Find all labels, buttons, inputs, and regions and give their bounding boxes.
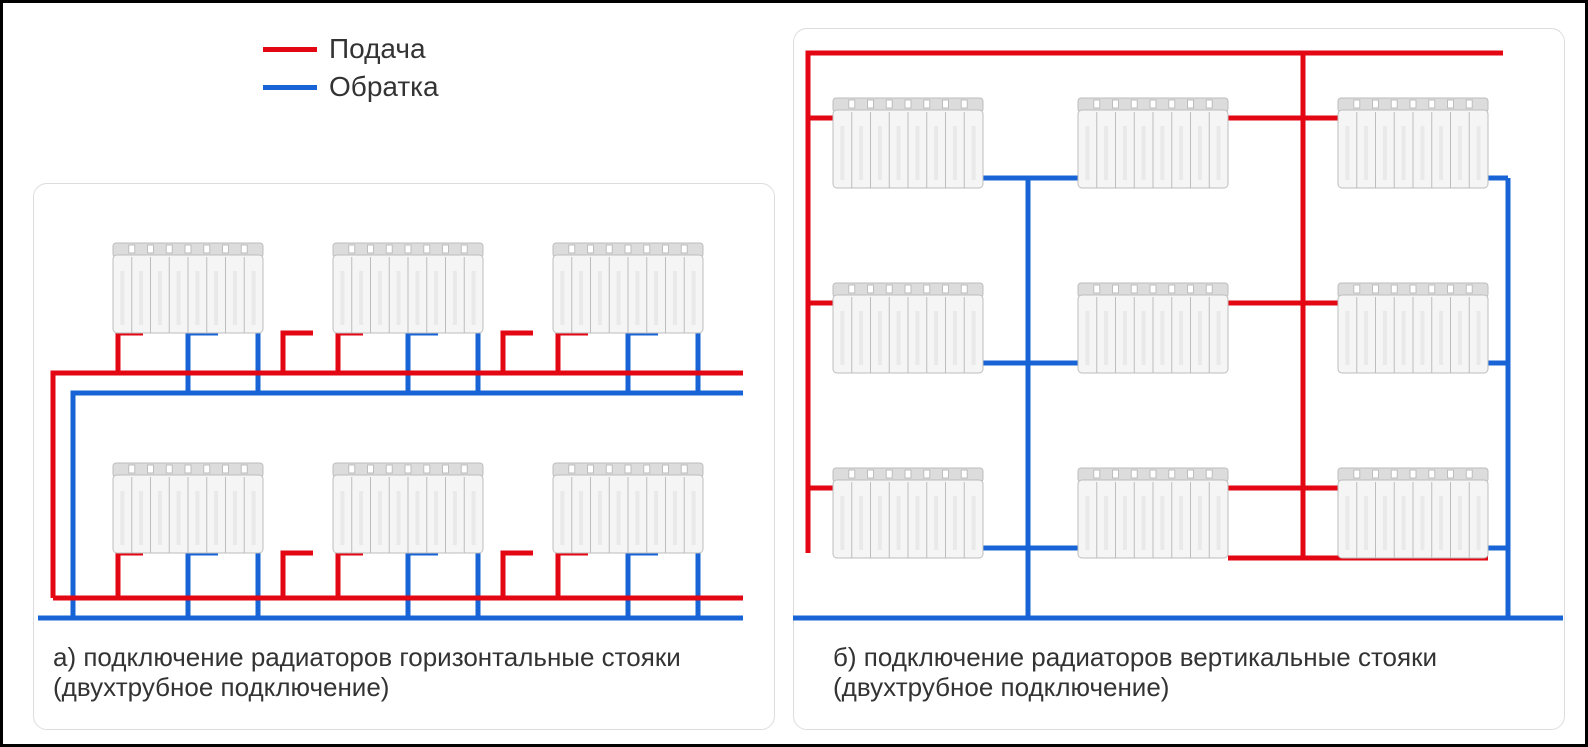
- radiator: [553, 243, 703, 333]
- radiator: [113, 243, 263, 333]
- radiator: [113, 463, 263, 553]
- radiator: [333, 463, 483, 553]
- radiator: [1338, 468, 1488, 558]
- radiator: [833, 98, 983, 188]
- radiator: [1338, 98, 1488, 188]
- radiator: [333, 243, 483, 333]
- caption-right: б) подключение радиаторов вертикальные с…: [833, 643, 1543, 703]
- radiator: [833, 283, 983, 373]
- diagram-svg: [3, 3, 1588, 747]
- radiator: [833, 468, 983, 558]
- radiator: [1078, 283, 1228, 373]
- radiator: [553, 463, 703, 553]
- caption-left: а) подключение радиаторов горизонтальные…: [53, 643, 753, 703]
- diagram-frame: Подача Обратка а) подключение радиаторов…: [0, 0, 1588, 747]
- radiator: [1078, 468, 1228, 558]
- radiator: [1338, 283, 1488, 373]
- radiator: [1078, 98, 1228, 188]
